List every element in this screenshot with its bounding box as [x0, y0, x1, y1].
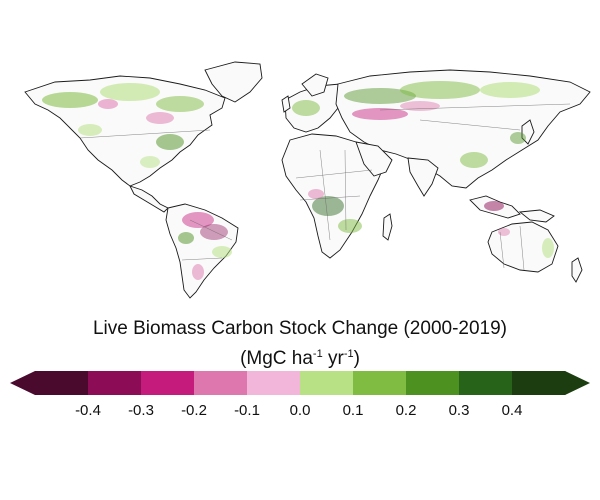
land-masses	[24, 61, 591, 299]
new-zealand	[571, 257, 583, 283]
new-guinea	[518, 209, 555, 223]
legend-arrow-high	[565, 371, 590, 395]
legend-tick-label: 0.4	[502, 402, 523, 419]
legend-bin	[88, 371, 142, 395]
units-middle: yr	[322, 348, 344, 369]
madagascar	[382, 213, 393, 241]
british-isles	[281, 95, 291, 113]
legend-tick-label: -0.1	[234, 402, 260, 419]
color-legend: -0.4 -0.3 -0.2 -0.1 0.0 0.1 0.2 0.3 0.4	[10, 371, 590, 419]
legend-ticks: -0.4 -0.3 -0.2 -0.1 0.0 0.1 0.2 0.3 0.4	[75, 402, 522, 419]
south-america	[165, 203, 239, 299]
legend-bin	[406, 371, 460, 395]
carbon-change-patches	[42, 81, 554, 280]
legend-bin	[35, 371, 89, 395]
legend-tick-label: 0.1	[343, 402, 364, 419]
map-title: Live Biomass Carbon Stock Change (2000-2…	[92, 318, 507, 339]
legend-tick-label: -0.3	[128, 402, 154, 419]
legend-bin	[512, 371, 566, 395]
legend-tick-label: 0.2	[396, 402, 417, 419]
country-borders	[79, 103, 571, 271]
world-map	[24, 61, 591, 299]
legend-bin	[194, 371, 248, 395]
japan	[521, 119, 535, 145]
legend-bin	[300, 371, 354, 395]
legend-bin	[459, 371, 513, 395]
units-exponent-2: -1	[343, 348, 354, 360]
map-units: (MgC ha-1 yr-1)	[0, 343, 600, 370]
legend-bin	[353, 371, 407, 395]
indian-subcontinent	[407, 157, 439, 197]
legend-tick-label: -0.4	[75, 402, 101, 419]
units-suffix: )	[353, 348, 360, 369]
legend-bin	[247, 371, 301, 395]
legend-tick-label: -0.2	[181, 402, 207, 419]
central-america	[129, 185, 169, 213]
legend-bins	[10, 371, 590, 395]
units-exponent-1: -1	[312, 348, 323, 360]
arabian-peninsula	[355, 141, 393, 177]
scandinavia	[301, 73, 329, 97]
legend-tick-label: 0.3	[449, 402, 470, 419]
legend-arrow-low	[10, 371, 35, 395]
greenland	[204, 61, 263, 103]
australia	[487, 221, 559, 273]
legend-tick-label: 0.0	[290, 402, 311, 419]
legend-bin	[141, 371, 195, 395]
units-prefix: (MgC ha	[240, 348, 313, 369]
